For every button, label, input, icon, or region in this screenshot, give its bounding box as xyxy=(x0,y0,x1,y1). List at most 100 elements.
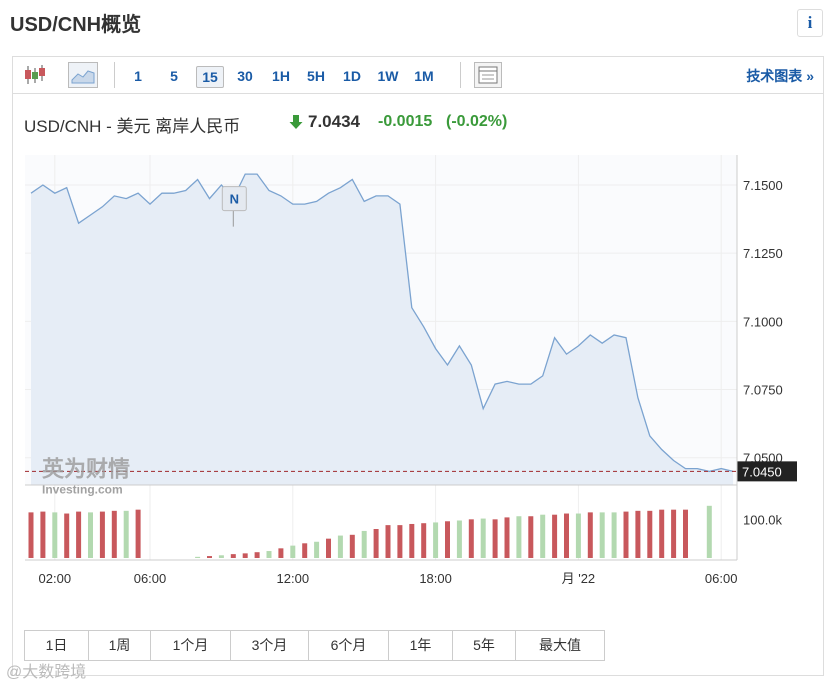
volume-bar xyxy=(480,518,486,558)
range-button[interactable]: 最大值 xyxy=(515,630,605,661)
volume-bar xyxy=(409,523,415,558)
quote-change-pct: (-0.02%) xyxy=(446,113,508,130)
volume-bar xyxy=(552,514,558,558)
volume-bar xyxy=(123,510,129,558)
volume-bar xyxy=(599,512,605,558)
volume-bar xyxy=(314,541,320,558)
interval[interactable]: 30 xyxy=(237,68,253,84)
interval[interactable]: 1D xyxy=(343,68,361,84)
volume-bar xyxy=(504,517,510,558)
interval[interactable]: 5H xyxy=(307,68,325,84)
volume-bar xyxy=(564,513,569,558)
volume-bar xyxy=(207,556,212,558)
annotation-box xyxy=(221,186,247,212)
volume-bar xyxy=(397,525,403,558)
page-title: USD/CNH概览 xyxy=(10,14,142,36)
volume-bar xyxy=(540,514,546,558)
volume-bar xyxy=(575,513,581,558)
quote-change: -0.0015 xyxy=(378,113,433,130)
volume-bar xyxy=(99,511,105,558)
volume-bar xyxy=(587,512,593,558)
volume-bar xyxy=(433,522,439,558)
last-price-box xyxy=(737,461,797,482)
x-tick-label: 06:00 xyxy=(134,571,167,586)
volume-bar xyxy=(516,516,522,558)
volume-bar xyxy=(373,529,379,558)
x-tick-label: 12:00 xyxy=(277,571,310,586)
y-tick-label: 7.1500 xyxy=(743,178,783,193)
y-tick-label: 100.0k xyxy=(743,512,783,527)
volume-bar xyxy=(266,551,272,558)
quote-name: USD/CNH - 美元 离岸人民币 xyxy=(24,117,241,136)
volume-bar xyxy=(421,523,427,558)
volume-bar xyxy=(230,554,236,558)
toolbar xyxy=(12,56,824,94)
interval[interactable]: 1H xyxy=(272,68,290,84)
x-tick-label: 18:00 xyxy=(419,571,452,586)
y-tick-label: 7.1250 xyxy=(743,246,783,261)
range-button[interactable]: 1个月 xyxy=(150,630,231,661)
area-fill xyxy=(31,174,734,485)
range-button[interactable]: 1日 xyxy=(24,630,89,661)
volume-bar xyxy=(88,512,93,558)
volume-bar xyxy=(385,525,391,558)
table-icon[interactable] xyxy=(474,62,502,88)
volume-bar xyxy=(242,553,248,558)
price-line xyxy=(30,173,734,473)
interval[interactable]: 1M xyxy=(414,68,434,84)
volume-bar xyxy=(445,521,450,558)
volume-bar xyxy=(492,519,498,558)
volume-bar xyxy=(671,509,677,558)
volume-bar xyxy=(683,509,688,558)
volume-bar xyxy=(337,535,343,558)
range-button[interactable]: 5年 xyxy=(452,630,516,661)
annotation: N xyxy=(230,192,239,207)
separator xyxy=(114,62,115,88)
y-tick-label: 7.0750 xyxy=(743,383,783,398)
x-tick-label: 02:00 xyxy=(39,571,72,586)
range-button[interactable]: 3个月 xyxy=(230,630,309,661)
volume-bar xyxy=(611,512,617,558)
volume-bar xyxy=(706,505,712,558)
interval[interactable]: 1 xyxy=(134,68,142,84)
candle-icon[interactable] xyxy=(22,63,48,87)
interval[interactable]: 1W xyxy=(377,68,399,84)
range-button[interactable]: 1年 xyxy=(388,630,453,661)
separator xyxy=(460,62,461,88)
volume-bar xyxy=(195,556,201,558)
volume-bar xyxy=(647,510,653,558)
x-tick-label: 06:00 xyxy=(705,571,738,586)
area-icon[interactable] xyxy=(68,62,98,88)
last-price-label: 7.0450 xyxy=(742,464,782,479)
logo-cn: 英为财情 xyxy=(42,456,130,481)
volume-bar xyxy=(349,534,355,558)
x-tick-label: 月 '22 xyxy=(562,571,596,586)
volume-bar xyxy=(40,511,46,558)
technical-chart-link[interactable]: 技术图表 » xyxy=(746,68,814,84)
volume-bar xyxy=(52,512,58,558)
volume-bar xyxy=(278,548,284,558)
quote-price: 7.0434 xyxy=(308,112,360,131)
volume-bar xyxy=(290,545,296,558)
range-button[interactable]: 1周 xyxy=(88,630,151,661)
logo-en: Investing.com xyxy=(42,482,123,496)
volume-bar xyxy=(111,510,117,558)
range-button[interactable]: 6个月 xyxy=(308,630,389,661)
volume-bar xyxy=(76,511,82,558)
info-button[interactable]: i xyxy=(797,9,823,37)
interval[interactable]: 5 xyxy=(170,68,178,84)
volume-bar xyxy=(623,511,629,558)
interval[interactable]: 15 xyxy=(196,66,224,88)
volume-bar xyxy=(326,538,331,558)
volume-bar xyxy=(361,530,367,558)
chart-frame xyxy=(12,56,824,676)
y-tick-label: 7.1000 xyxy=(743,314,783,329)
volume-bar xyxy=(468,519,474,558)
volume-bar xyxy=(254,552,260,558)
volume-bar xyxy=(218,555,224,558)
volume-bar xyxy=(635,510,641,558)
volume-bar xyxy=(659,509,665,558)
watermark: @大数跨境 xyxy=(6,664,87,681)
